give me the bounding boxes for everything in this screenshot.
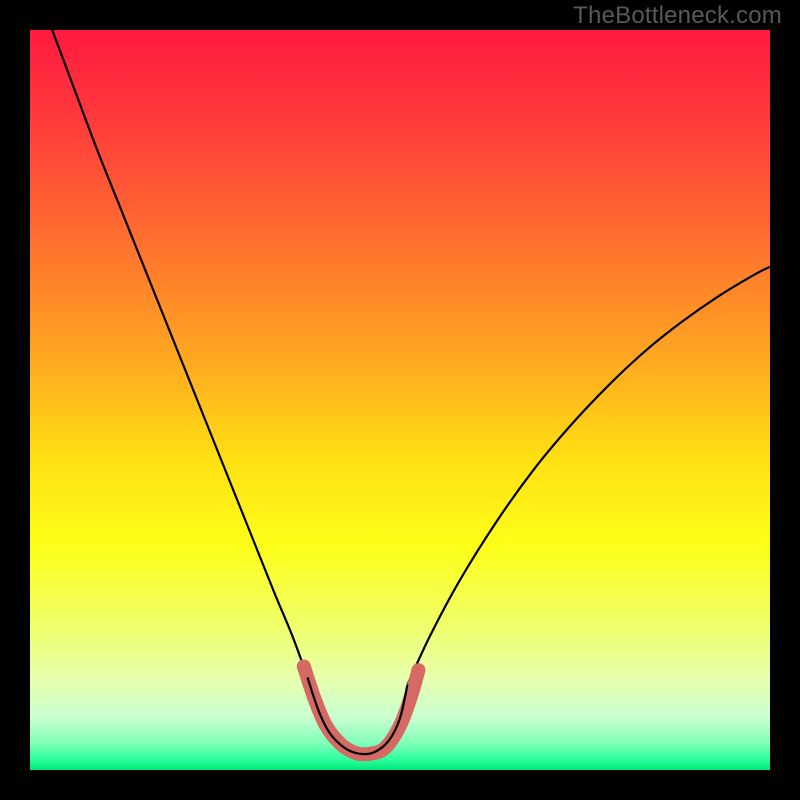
series-right-arm: [407, 267, 770, 685]
series-left-arm: [52, 30, 307, 678]
chart-frame: TheBottleneck.com: [0, 0, 800, 800]
watermark-text: TheBottleneck.com: [573, 2, 782, 30]
chart-curves: [30, 30, 770, 770]
plot-area: [30, 30, 770, 770]
